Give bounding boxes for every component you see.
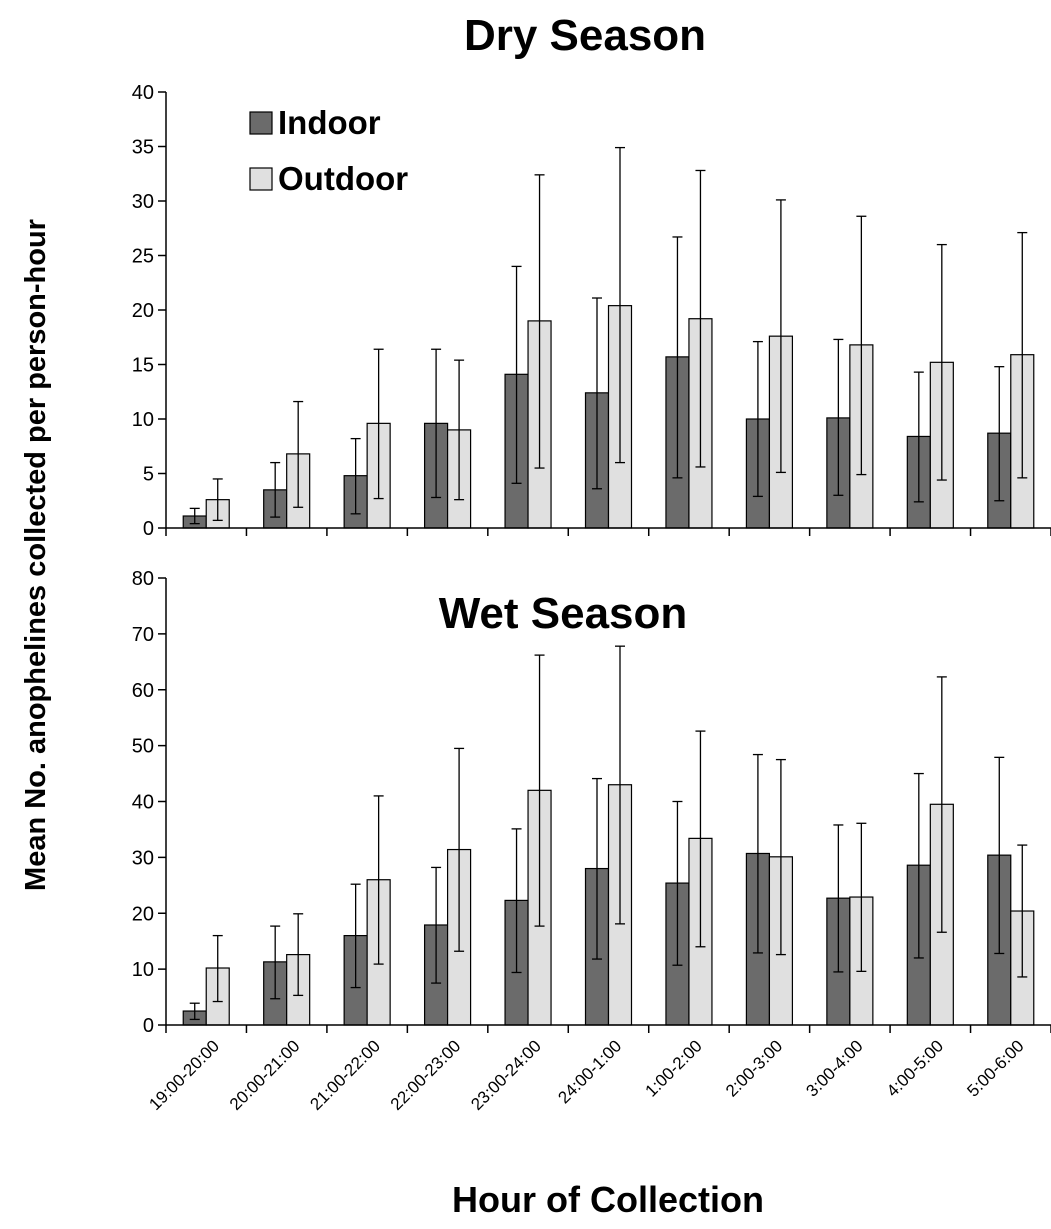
y-tick-label: 15 (132, 355, 154, 377)
y-tick-label: 50 (132, 736, 154, 758)
x-tick-label: 23:00-24:00 (467, 1036, 545, 1114)
x-tick-label: 1:00-2:00 (642, 1036, 706, 1100)
y-tick-label: 30 (132, 191, 154, 213)
x-tick-label: 20:00-21:00 (226, 1036, 304, 1114)
y-tick-label: 40 (132, 82, 154, 104)
x-tick-label: 24:00-1:00 (554, 1036, 625, 1107)
y-tick-label: 10 (132, 409, 154, 431)
x-tick-label: 4:00-5:00 (883, 1036, 947, 1100)
legend-swatch-indoor (249, 111, 273, 135)
y-axis-label: Mean No. anophelines collected per perso… (20, 219, 52, 891)
y-tick-label: 20 (132, 300, 154, 322)
wet-season-panel: Wet Season 0 10 20 30 40 50 60 70 80 19:00-20:00 20… (132, 568, 1051, 1114)
chart-title: Dry Season (464, 11, 706, 60)
x-tick-label: 5:00-6:00 (963, 1036, 1027, 1100)
x-tick-label: 19:00-20:00 (145, 1036, 223, 1114)
legend-swatch-outdoor (249, 167, 273, 191)
y-tick-label: 70 (132, 624, 154, 646)
y-tick-label: 0 (143, 1015, 154, 1037)
x-tick-label: 3:00-4:00 (802, 1036, 866, 1100)
legend-label-outdoor: Outdoor (278, 160, 408, 197)
y-tick-label: 60 (132, 680, 154, 702)
y-tick-label: 20 (132, 903, 154, 925)
y-tick-label: 80 (132, 568, 154, 590)
y-tick-label: 5 (143, 464, 154, 486)
x-tick-label: 21:00-22:00 (306, 1036, 384, 1114)
x-axis-label: Hour of Collection (452, 1179, 764, 1220)
legend-label-indoor: Indoor (278, 104, 381, 141)
y-tick-label: 35 (132, 137, 154, 159)
x-tick-label: 22:00-23:00 (387, 1036, 465, 1114)
y-tick-label: 25 (132, 246, 154, 268)
x-tick-label: 2:00-3:00 (722, 1036, 786, 1100)
y-tick-label: 0 (143, 518, 154, 540)
chart-title: Wet Season (439, 589, 688, 638)
y-tick-label: 40 (132, 792, 154, 814)
dry-season-panel: Dry Season 0 5 10 15 20 25 30 35 40 Indoor Outdoor (132, 11, 1051, 540)
y-tick-label: 10 (132, 959, 154, 981)
y-tick-label: 30 (132, 847, 154, 869)
